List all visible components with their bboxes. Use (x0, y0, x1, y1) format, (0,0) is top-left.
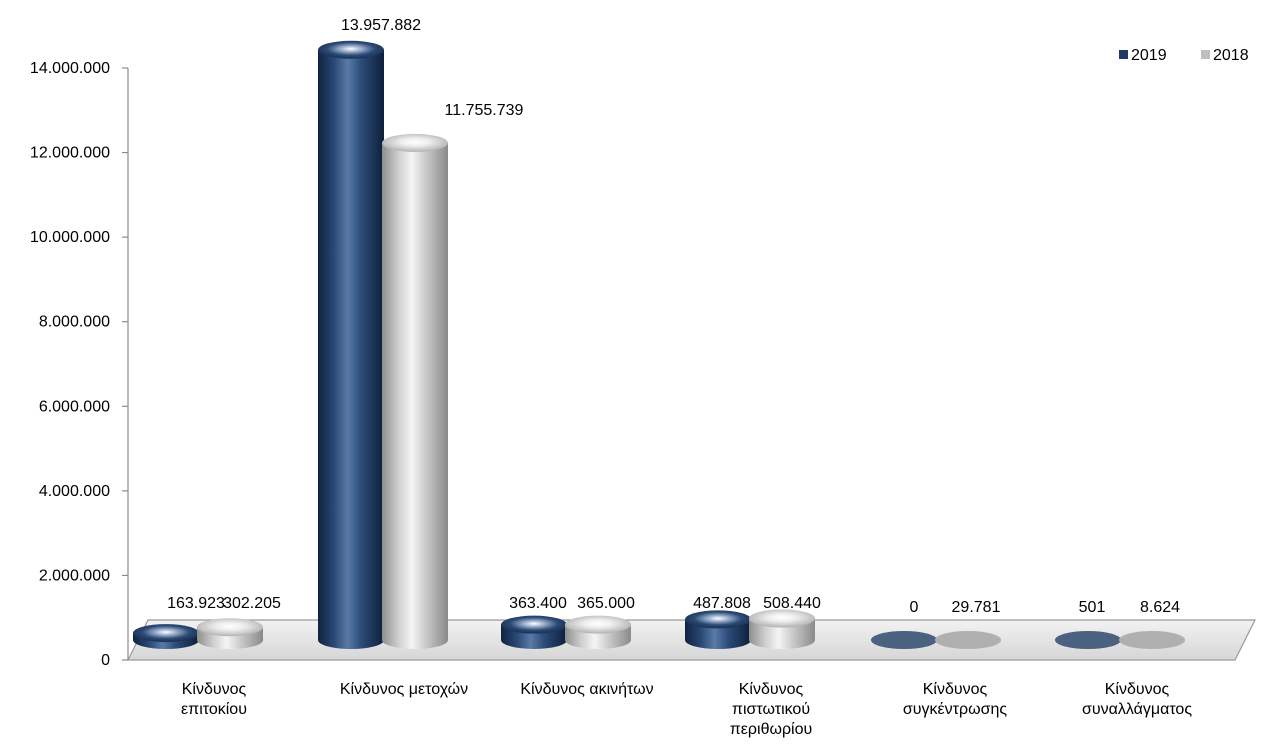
x-tick-label-5: Κίνδυνος συναλλάγματος (1082, 681, 1192, 718)
bar-2018-1 (382, 142, 448, 649)
bar-2019-5 (1055, 631, 1121, 649)
legend-label-2019: 2019 (1131, 47, 1167, 64)
bars-group (133, 40, 1185, 649)
bar-cap-2019-3 (685, 610, 751, 629)
bar-cap-2018-0 (197, 618, 263, 637)
data-label-2019-2: 363.400 (509, 595, 567, 612)
data-label-2019-4: 0 (910, 599, 919, 616)
y-axis: 0 2.000.000 4.000.000 6.000.000 8.000.000 10.… (30, 60, 128, 669)
data-label-2019-5: 501 (1079, 599, 1106, 616)
bar-2018-5 (1119, 631, 1185, 649)
y-tick-label: 6.000.000 (39, 398, 110, 415)
bar-cap-2019-0 (133, 624, 199, 643)
bar-cap-2018-2 (565, 615, 631, 634)
data-label-2019-3: 487.808 (693, 595, 751, 612)
data-label-2018-2: 365.000 (577, 595, 635, 612)
data-label-2018-1: 11.755.739 (445, 102, 524, 119)
y-tick-label: 10.000.000 (30, 229, 110, 246)
x-axis-labels: Κίνδυνος επιτοκίου Κίνδυνος μετοχών Κίνδυνο… (181, 681, 1192, 738)
y-tick-label: 8.000.000 (39, 314, 110, 331)
bar-cap-2019-1 (318, 40, 384, 59)
y-tick-label: 2.000.000 (39, 567, 110, 584)
x-tick-label-3: Κίνδυνος πιστωτικού περιθωρίου (730, 681, 813, 738)
y-tick-label: 12.000.000 (30, 145, 110, 162)
data-label-2018-4: 29.781 (952, 599, 1001, 616)
data-label-2018-0: 302.205 (223, 595, 281, 612)
legend-swatch-2018 (1201, 50, 1210, 59)
x-tick-label-1: Κίνδυνος μετοχών (340, 681, 468, 698)
data-labels: 163.923 13.957.882 363.400 487.808 0 501 302.2… (167, 17, 1180, 616)
x-tick-label-0: Κίνδυνος επιτοκίου (181, 681, 247, 718)
y-tick-label: 4.000.000 (39, 483, 110, 500)
bar-cap-2018-3 (749, 609, 815, 628)
bar-2019-4 (871, 631, 937, 649)
x-tick-label-4: Κίνδυνος συγκέντρωσης (903, 681, 1007, 718)
bar-2019-1 (318, 49, 384, 649)
bar-cap-2018-1 (382, 133, 448, 152)
x-tick-label-2: Κίνδυνος ακινήτων (520, 681, 653, 698)
data-label-2019-1: 13.957.882 (341, 17, 421, 34)
y-tick-label: 0 (101, 652, 110, 669)
bar-cap-2019-2 (501, 615, 567, 634)
bar-2018-4 (935, 631, 1001, 649)
legend-label-2018: 2018 (1213, 47, 1249, 64)
y-tick-label: 14.000.000 (30, 60, 110, 77)
data-label-2019-0: 163.923 (167, 595, 225, 612)
legend-swatch-2019 (1119, 50, 1128, 59)
data-label-2018-3: 508.440 (763, 595, 821, 612)
data-label-2018-5: 8.624 (1140, 599, 1180, 616)
legend: 2019 2018 (1119, 47, 1249, 64)
